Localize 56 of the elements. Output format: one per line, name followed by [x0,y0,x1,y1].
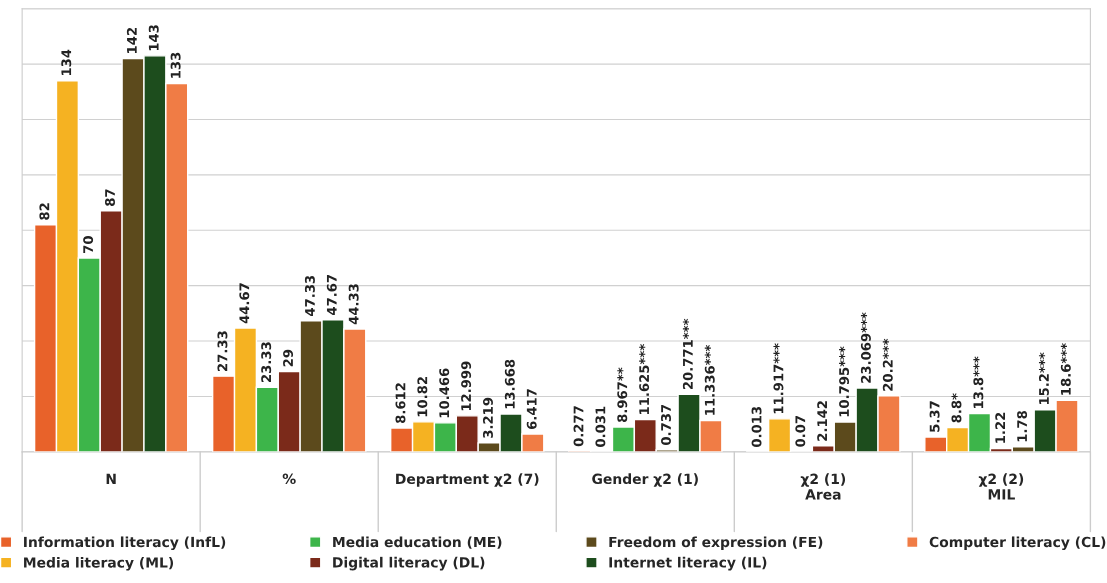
data-label: 47.33 [304,275,315,316]
data-label: 6.417 [526,389,537,430]
data-label: 23.33 [261,342,272,383]
data-label: 1.22 [995,412,1006,443]
data-label: 23.069*** [860,312,871,383]
data-label: 0.031 [595,406,606,447]
data-label: 11.625*** [639,344,650,414]
data-label: 133 [170,52,181,78]
x-tick-label: N [106,473,116,484]
data-label: 44.33 [348,284,359,325]
data-label: 15.2*** [1038,352,1049,405]
x-tick-label: % [282,473,296,485]
data-label: 13.8*** [973,356,984,408]
x-tick-label: Department χ2 (7) [396,473,539,487]
data-label: 44.67 [239,283,250,324]
data-label: 82 [39,203,50,220]
data-label: 27.33 [217,331,228,371]
legend-label: Digital literacy (DL) [333,556,485,571]
data-label: 87 [105,189,115,206]
data-label: 8.8* [951,393,962,423]
data-label: 13.668 [504,359,515,409]
data-label: 47.67 [326,274,337,316]
data-label: 70 [83,236,94,253]
data-label: 11.336*** [704,344,715,415]
data-label: 10.466 [439,368,450,418]
legend-label: Media literacy (ML) [24,556,174,571]
data-label: 10.82 [417,377,428,417]
data-label: 3.219 [482,397,493,438]
data-label: 5.37 [929,401,940,432]
data-label: 2.142 [817,401,827,441]
data-label: 0.277 [573,406,584,447]
data-label: 11.917*** [773,343,784,414]
x-tick-label: χ2 (1) Area [800,473,846,500]
legend-label: Media education (ME) [333,536,502,549]
data-label: 1.78 [1017,410,1028,442]
data-label: 0.737 [661,404,671,445]
x-tick-label: Gender χ2 (1) [592,473,698,487]
legend-label: Freedom of expression (FE) [609,536,823,550]
data-label: 134 [61,49,72,76]
data-label: 12.999 [461,361,472,411]
legend-label: Information literacy (InfL) [24,536,226,551]
x-tick-label: χ2 (2) MIL [978,473,1024,500]
data-label: 20.2*** [882,338,893,391]
data-label: 18.6*** [1060,343,1071,395]
bar [767,418,792,452]
data-label: 8.612 [395,383,406,423]
data-label: 0.07 [795,415,806,447]
data-label: 29 [283,349,294,367]
legend-label: Computer literacy (CL) [929,536,1106,551]
data-label: 0.013 [751,406,762,447]
legend-label: Internet literacy (IL) [609,556,767,571]
data-label: 20.771*** [682,318,693,390]
data-label: 10.795*** [839,346,850,417]
data-label: 142 [126,28,137,53]
data-label: 8.967** [617,367,628,423]
data-label: 143 [148,25,159,51]
